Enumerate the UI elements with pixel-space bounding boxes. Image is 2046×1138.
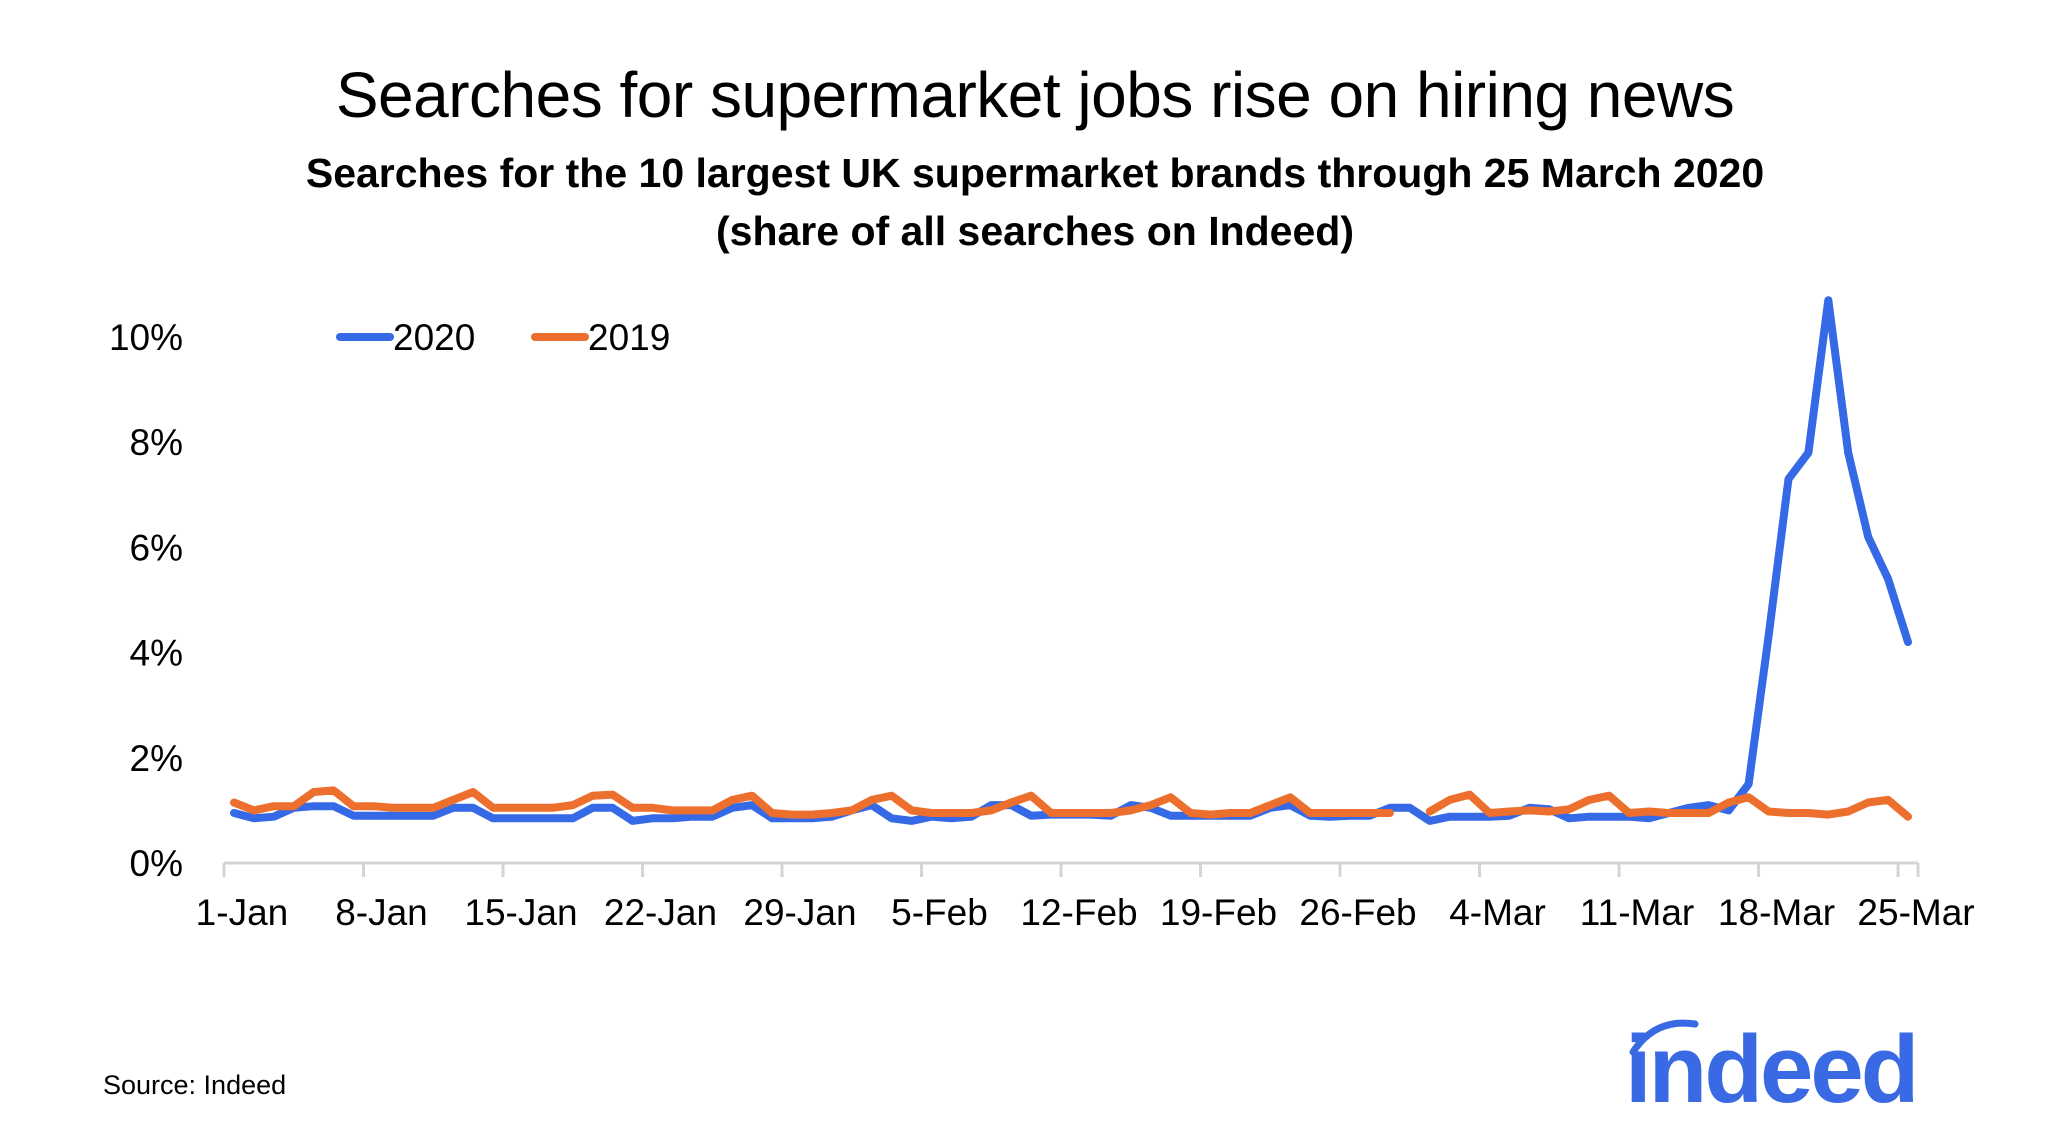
x-tick-label: 26-Feb bbox=[1299, 892, 1416, 933]
y-tick-label: 8% bbox=[130, 422, 183, 463]
x-tick-label: 4-Mar bbox=[1449, 892, 1546, 933]
x-tick-label: 1-Jan bbox=[196, 892, 289, 933]
logo-arc-icon bbox=[1629, 1019, 1699, 1056]
chart-title: Searches for supermarket jobs rise on hi… bbox=[335, 59, 1735, 131]
subtitle-line-1: Searches for the 10 largest UK supermark… bbox=[305, 150, 1765, 196]
x-tick-label: 25-Mar bbox=[1857, 892, 1974, 933]
x-tick-label: 11-Mar bbox=[1580, 892, 1694, 933]
x-tick-label: 18-Mar bbox=[1718, 892, 1835, 933]
y-tick-label: 4% bbox=[130, 633, 183, 674]
x-tick-label: 15-Jan bbox=[464, 892, 577, 933]
x-tick-label: 19-Feb bbox=[1160, 892, 1277, 933]
legend-label-2020: 2020 bbox=[393, 317, 475, 358]
y-tick-label: 6% bbox=[130, 527, 183, 568]
source-note: Source: Indeed bbox=[103, 1070, 287, 1100]
y-tick-label: 2% bbox=[130, 738, 183, 779]
x-tick-label: 5-Feb bbox=[891, 892, 988, 933]
x-tick-label: 8-Jan bbox=[335, 892, 428, 933]
chart-subtitle: Searches for the 10 largest UK supermark… bbox=[0, 144, 2046, 260]
legend-label-2019: 2019 bbox=[588, 317, 670, 358]
x-tick-label: 22-Jan bbox=[604, 892, 717, 933]
y-tick-label: 0% bbox=[130, 843, 183, 884]
y-tick-label: 10% bbox=[109, 317, 183, 358]
series-line-2019 bbox=[230, 786, 1912, 821]
subtitle-line-2: (share of all searches on Indeed) bbox=[716, 208, 1354, 254]
logo-text: indeed bbox=[1625, 1016, 1919, 1123]
x-tick-label: 12-Feb bbox=[1020, 892, 1137, 933]
indeed-logo: indeed bbox=[1625, 1010, 1925, 1120]
series-line-2020 bbox=[230, 296, 1912, 825]
x-tick-label: 29-Jan bbox=[743, 892, 856, 933]
